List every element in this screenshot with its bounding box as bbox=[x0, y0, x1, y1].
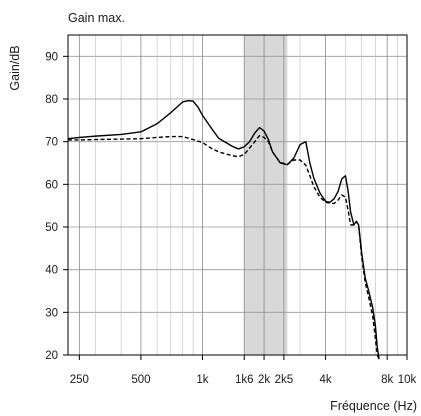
shaded-frequency-band bbox=[244, 35, 288, 355]
y-axis-title: Gain/dB bbox=[8, 45, 22, 90]
x-tick-label: 2k5 bbox=[275, 374, 294, 386]
chart-title: Gain max. bbox=[68, 11, 125, 25]
x-tick-label: 8k bbox=[381, 374, 393, 386]
x-tick-label: 500 bbox=[131, 374, 150, 386]
x-tick-labels: 250 500 1k 1k6 2k 2k5 4k 8k 10k bbox=[70, 374, 417, 386]
y-tick-label: 30 bbox=[45, 307, 58, 319]
dashed-response-curve bbox=[68, 134, 380, 360]
x-tick-label: 250 bbox=[70, 374, 89, 386]
x-axis-title: Fréquence (Hz) bbox=[330, 399, 417, 413]
x-tick-label: 1k bbox=[196, 374, 208, 386]
series-layer bbox=[67, 100, 380, 360]
y-tick-labels: 20 30 40 50 60 70 80 90 bbox=[45, 51, 58, 362]
x-tick-label: 10k bbox=[398, 374, 417, 386]
y-tick-label: 70 bbox=[45, 137, 58, 149]
y-tick-label: 20 bbox=[45, 350, 58, 362]
y-tick-label: 80 bbox=[45, 94, 58, 106]
x-tick-label: 1k6 bbox=[235, 374, 254, 386]
y-tick-label: 40 bbox=[45, 265, 58, 277]
x-tick-label: 4k bbox=[320, 374, 332, 386]
y-tick-label: 50 bbox=[45, 222, 58, 234]
y-tick-label: 60 bbox=[45, 179, 58, 191]
shaded-band-layer bbox=[244, 35, 288, 355]
plot-frame bbox=[67, 34, 408, 356]
y-tick-label: 90 bbox=[45, 51, 58, 63]
x-tick-label: 2k bbox=[258, 374, 270, 386]
grid-layer bbox=[63, 35, 408, 360]
